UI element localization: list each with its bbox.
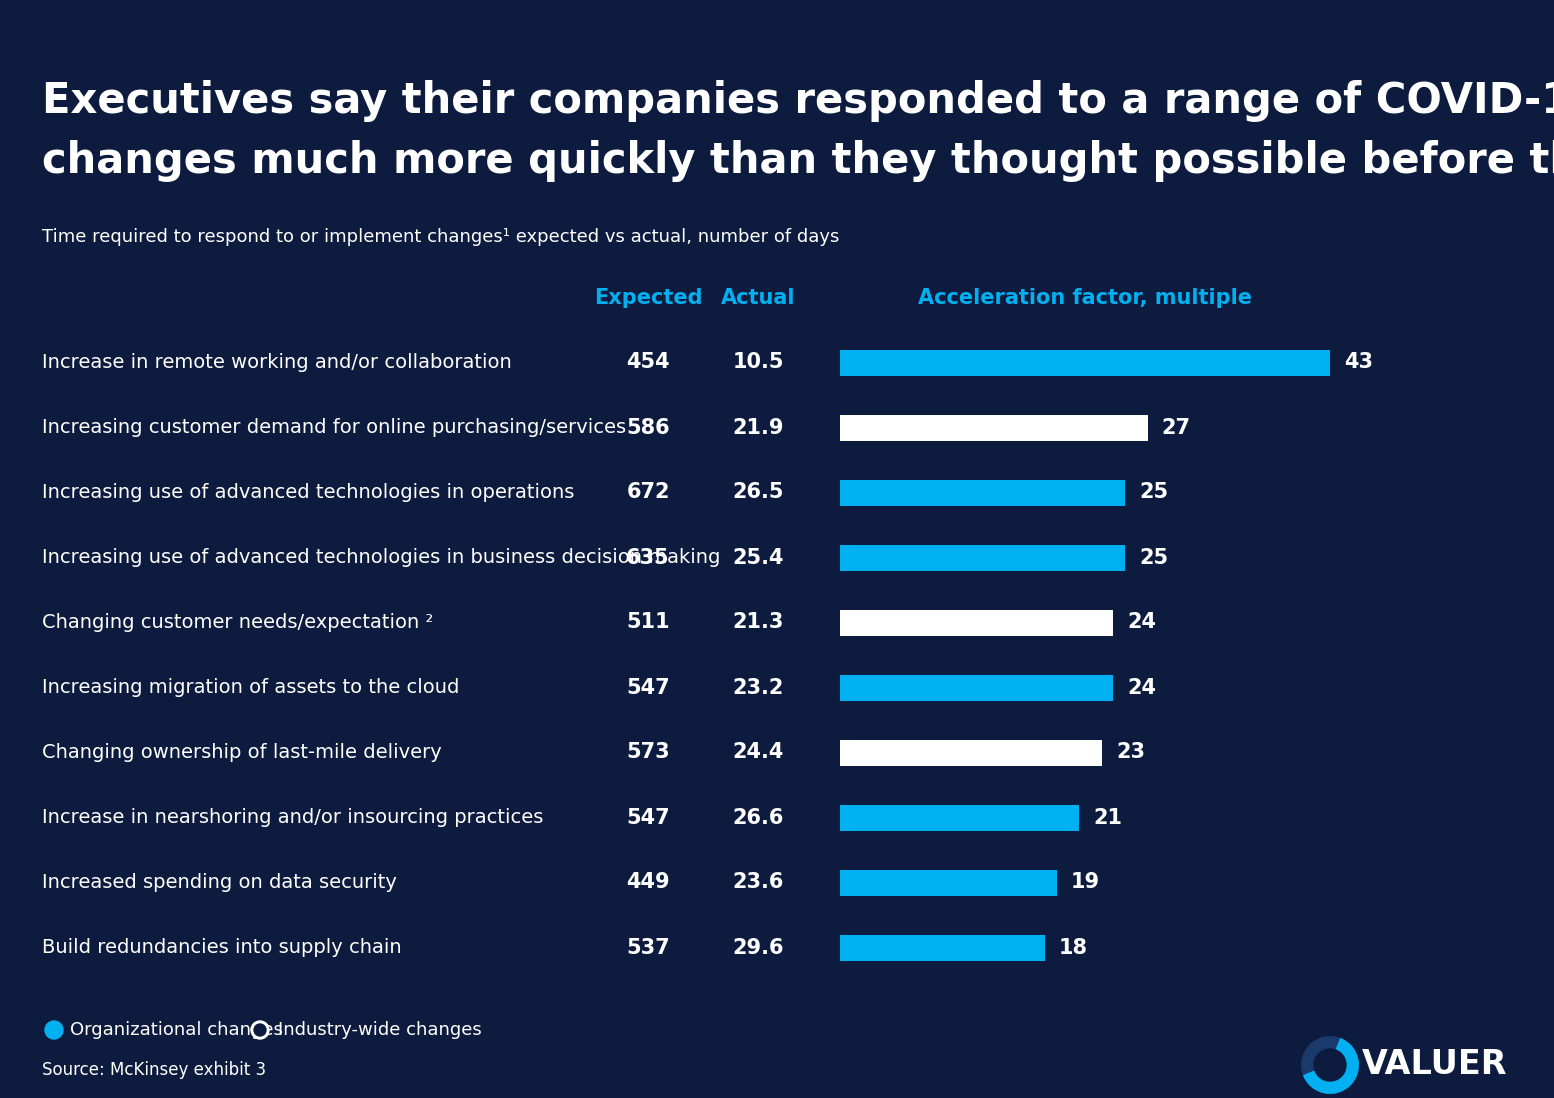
Text: 24: 24: [1128, 613, 1156, 632]
Text: 26.6: 26.6: [732, 807, 783, 828]
Text: 449: 449: [626, 873, 670, 893]
Text: 25.4: 25.4: [732, 548, 783, 568]
Text: 23.2: 23.2: [732, 677, 783, 697]
Text: 537: 537: [626, 938, 670, 957]
Text: 454: 454: [626, 352, 670, 372]
Text: 43: 43: [1344, 352, 1374, 372]
Text: Source: McKinsey exhibit 3: Source: McKinsey exhibit 3: [42, 1061, 266, 1079]
Circle shape: [1315, 1049, 1346, 1082]
Bar: [841, 545, 1125, 571]
Text: Industry-wide changes: Industry-wide changes: [278, 1021, 482, 1039]
Text: 25: 25: [1139, 548, 1169, 568]
Text: 19: 19: [1071, 873, 1100, 893]
Circle shape: [252, 1021, 269, 1039]
Bar: [841, 870, 1057, 896]
Text: Increasing customer demand for online purchasing/services: Increasing customer demand for online pu…: [42, 418, 626, 437]
Text: 672: 672: [626, 482, 670, 503]
Text: Increasing use of advanced technologies in business decision making: Increasing use of advanced technologies …: [42, 548, 721, 567]
Text: 23.6: 23.6: [732, 873, 783, 893]
Bar: [841, 674, 1114, 701]
Circle shape: [45, 1021, 64, 1039]
Text: Expected: Expected: [594, 288, 702, 309]
Bar: [841, 609, 1114, 636]
Text: Increasing use of advanced technologies in operations: Increasing use of advanced technologies …: [42, 483, 575, 502]
Text: 18: 18: [1060, 938, 1088, 957]
Text: Increasing migration of assets to the cloud: Increasing migration of assets to the cl…: [42, 677, 460, 697]
Text: Time required to respond to or implement changes¹ expected vs actual, number of : Time required to respond to or implement…: [42, 228, 839, 246]
Circle shape: [253, 1024, 266, 1037]
Bar: [841, 739, 1102, 765]
Text: 10.5: 10.5: [732, 352, 783, 372]
Text: 25: 25: [1139, 482, 1169, 503]
Text: Changing ownership of last-mile delivery: Changing ownership of last-mile delivery: [42, 743, 441, 762]
Text: Changing customer needs/expectation ²: Changing customer needs/expectation ²: [42, 613, 434, 632]
Text: Increase in nearshoring and/or insourcing practices: Increase in nearshoring and/or insourcin…: [42, 808, 544, 827]
Text: 547: 547: [626, 677, 670, 697]
Bar: [841, 805, 1080, 830]
Text: 23: 23: [1116, 742, 1145, 762]
Text: Executives say their companies responded to a range of COVID-19-related: Executives say their companies responded…: [42, 80, 1554, 122]
Bar: [841, 349, 1330, 376]
Text: 27: 27: [1162, 417, 1190, 437]
Text: 635: 635: [626, 548, 670, 568]
Text: 21.9: 21.9: [732, 417, 783, 437]
Text: 21: 21: [1094, 807, 1122, 828]
Text: 547: 547: [626, 807, 670, 828]
Text: VALUER: VALUER: [1361, 1049, 1507, 1082]
Text: changes much more quickly than they thought possible before the crisis.: changes much more quickly than they thou…: [42, 141, 1554, 182]
Text: 29.6: 29.6: [732, 938, 783, 957]
Text: 24: 24: [1128, 677, 1156, 697]
Text: 511: 511: [626, 613, 670, 632]
Text: Actual: Actual: [721, 288, 796, 309]
Text: Build redundancies into supply chain: Build redundancies into supply chain: [42, 938, 401, 957]
Text: 24.4: 24.4: [732, 742, 783, 762]
Bar: [841, 415, 1148, 440]
Text: 21.3: 21.3: [732, 613, 783, 632]
Text: Increased spending on data security: Increased spending on data security: [42, 873, 396, 892]
Text: 26.5: 26.5: [732, 482, 783, 503]
Bar: [841, 480, 1125, 505]
Text: 573: 573: [626, 742, 670, 762]
Text: Acceleration factor, multiple: Acceleration factor, multiple: [918, 288, 1253, 309]
Text: Organizational changes: Organizational changes: [70, 1021, 283, 1039]
Bar: [841, 934, 1046, 961]
Text: 586: 586: [626, 417, 670, 437]
Text: Increase in remote working and/or collaboration: Increase in remote working and/or collab…: [42, 352, 511, 372]
